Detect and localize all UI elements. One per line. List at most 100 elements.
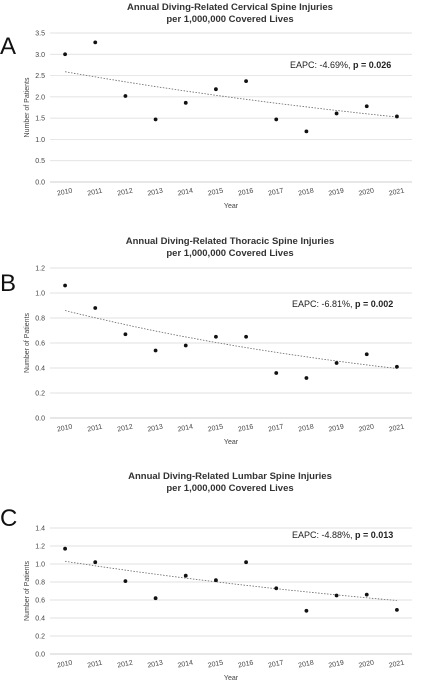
y-tick-label: 1.4 <box>35 526 45 533</box>
trend-line <box>65 560 397 601</box>
x-axis-title: Year <box>224 675 239 682</box>
data-point <box>334 593 339 598</box>
y-tick-label: 0.0 <box>35 416 45 423</box>
data-point <box>334 361 339 365</box>
data-point <box>395 364 399 369</box>
y-tick-label: 0.2 <box>35 391 45 398</box>
eapc-text: EAPC: -4.69%, <box>290 60 353 70</box>
y-tick-label: 0.4 <box>35 366 45 373</box>
data-point <box>274 371 279 375</box>
data-point <box>123 94 128 98</box>
data-point <box>304 129 309 134</box>
trend-line <box>65 71 397 118</box>
data-point <box>183 573 188 578</box>
x-tick-label: 2013 <box>147 187 164 197</box>
p-value-text: p = 0.013 <box>355 530 393 540</box>
x-tick-label: 2014 <box>177 423 194 433</box>
data-point <box>123 579 128 583</box>
chart-title: Annual Diving-Related Cervical Spine Inj… <box>40 2 420 26</box>
y-axis-title: Number of Patients <box>24 313 31 373</box>
chart-panel-a: A Annual Diving-Related Cervical Spine I… <box>0 0 422 225</box>
plot-area: 0.0 0.5 1.0 1.5 2.0 2.5 3.0 3.5 2010 2011 2012 2013… <box>24 31 412 210</box>
x-tick-label: 2019 <box>328 187 345 197</box>
x-tick-label: 2021 <box>388 187 405 197</box>
data-point <box>274 117 279 122</box>
x-tick-label: 2015 <box>207 187 224 197</box>
y-tick-label: 1.0 <box>35 291 45 298</box>
y-tick-label: 0.6 <box>35 341 45 348</box>
p-value-text: p = 0.026 <box>353 60 391 70</box>
plot-area: 0.0 0.2 0.4 0.6 0.8 1.0 1.2 1.4 2010 2011 2012 2013… <box>24 526 412 682</box>
y-tick-label: 0.2 <box>35 634 45 641</box>
data-point <box>183 100 188 105</box>
data-point <box>395 114 399 119</box>
trend-line <box>65 310 397 369</box>
data-point <box>153 117 158 122</box>
data-point <box>244 79 248 84</box>
data-point <box>63 52 67 57</box>
x-tick-label: 2011 <box>87 424 103 434</box>
y-tick-label: 2.0 <box>35 94 45 101</box>
x-axis-title: Year <box>224 439 239 446</box>
data-point <box>183 343 188 348</box>
p-value-text: p = 0.002 <box>355 299 393 309</box>
x-tick-label: 2014 <box>177 187 194 197</box>
eapc-text: EAPC: -6.81%, <box>292 299 355 309</box>
y-tick-label: 1.2 <box>35 266 45 273</box>
x-tick-label: 2013 <box>147 659 164 669</box>
eapc-text: EAPC: -4.88%, <box>292 530 355 540</box>
eapc-annotation: EAPC: -4.69%, p = 0.026 <box>290 60 391 70</box>
x-tick-label: 2020 <box>358 659 375 669</box>
x-axis-title: Year <box>224 203 239 210</box>
data-point <box>93 40 98 45</box>
x-tick-label: 2013 <box>147 423 164 433</box>
x-tick-label: 2015 <box>207 659 224 669</box>
y-axis-title: Number of Patients <box>24 561 31 621</box>
x-tick-label: 2018 <box>298 659 315 669</box>
x-tick-label: 2010 <box>56 187 73 197</box>
y-tick-label: 3.5 <box>35 31 45 38</box>
y-tick-label: 1.0 <box>35 137 45 144</box>
x-tick-label: 2011 <box>87 188 103 198</box>
y-tick-label: 1.5 <box>35 116 45 123</box>
data-point <box>123 332 128 337</box>
y-tick-label: 1.0 <box>35 562 45 569</box>
chart-title-line-2: per 1,000,000 Covered Lives <box>166 248 294 259</box>
x-tick-label: 2012 <box>117 187 134 197</box>
x-tick-label: 2012 <box>117 659 134 669</box>
chart-title-line-1: Annual Diving-Related Thoracic Spine Inj… <box>125 236 335 247</box>
chart-title-line-2: per 1,000,000 Covered Lives <box>166 14 294 25</box>
chart-title: Annual Diving-Related Thoracic Spine Inj… <box>40 236 420 260</box>
data-point <box>63 546 67 551</box>
x-tick-label: 2016 <box>237 659 254 669</box>
chart-panel-c: C Annual Diving-Related Lumbar Spine Inj… <box>0 462 422 685</box>
data-point <box>364 592 369 597</box>
y-axis-title: Number of Patients <box>24 77 31 137</box>
x-tick-label: 2011 <box>87 660 103 670</box>
x-tick-label: 2016 <box>237 423 254 433</box>
y-tick-label: 0.8 <box>35 580 45 587</box>
eapc-annotation: EAPC: -6.81%, p = 0.002 <box>292 299 393 309</box>
y-tick-label: 0.8 <box>35 316 45 323</box>
y-tick-label: 0.5 <box>35 158 45 165</box>
chart-title-line-1: Annual Diving-Related Lumbar Spine Injur… <box>128 471 332 482</box>
x-tick-label: 2010 <box>56 423 73 433</box>
data-point <box>364 104 369 109</box>
chart-panel-b: B Annual Diving-Related Thoracic Spine I… <box>0 230 422 455</box>
data-point <box>304 376 309 380</box>
x-tick-label: 2020 <box>358 423 375 433</box>
data-point <box>334 111 339 116</box>
x-tick-label: 2016 <box>237 187 254 197</box>
y-tick-label: 0.6 <box>35 598 45 605</box>
data-point <box>63 283 67 288</box>
x-tick-label: 2019 <box>328 423 345 433</box>
data-point <box>214 334 218 339</box>
x-tick-label: 2018 <box>298 423 315 433</box>
data-point <box>93 560 98 565</box>
x-tick-label: 2021 <box>388 659 405 669</box>
data-point <box>364 352 369 357</box>
data-point <box>153 596 158 601</box>
data-point <box>395 608 399 612</box>
x-tick-label: 2017 <box>268 659 285 669</box>
x-tick-label: 2018 <box>298 187 315 197</box>
